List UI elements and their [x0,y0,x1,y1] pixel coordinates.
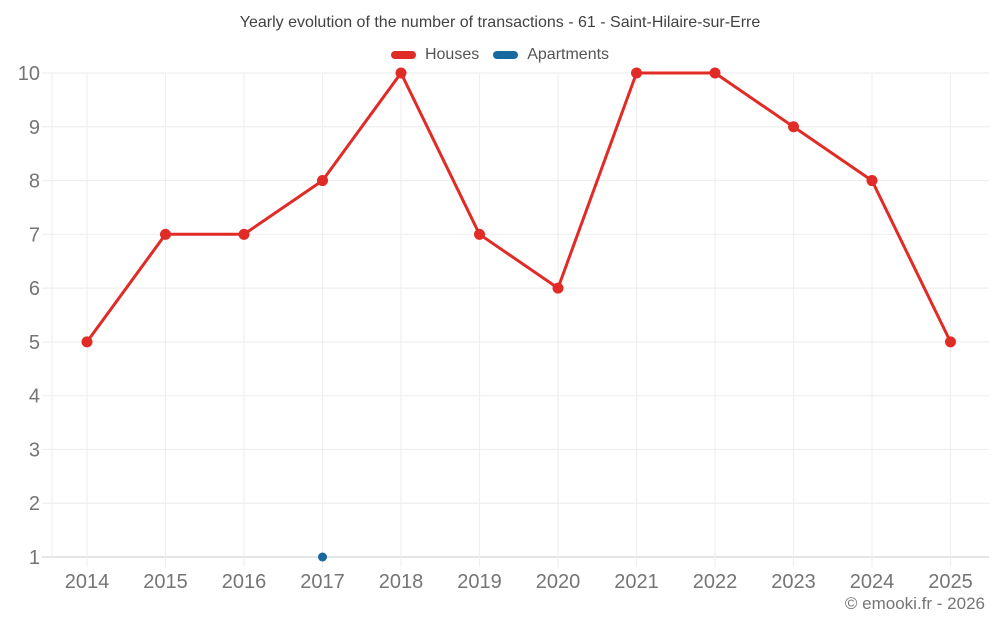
houses-point-2021[interactable] [631,67,642,79]
x-tick-label: 2020 [536,571,581,593]
legend-item-houses[interactable]: Houses [390,46,480,64]
y-tick-label: 10 [18,63,40,85]
copyright: © emooki.fr - 2026 [844,594,985,613]
y-tick-label: 7 [29,224,40,246]
y-tick-label: 2 [29,493,40,515]
x-tick-label: 2025 [928,571,973,593]
houses-point-2019[interactable] [474,228,485,240]
houses-point-2020[interactable] [552,282,564,294]
apartments-point-2017[interactable] [318,552,327,562]
y-tick-label: 5 [29,332,40,354]
x-tick-label: 2019 [457,571,502,593]
houses-point-2022[interactable] [709,67,721,79]
x-tick-label: 2016 [222,571,267,593]
y-tick-label: 1 [29,547,40,569]
y-tick-label: 3 [29,439,40,461]
x-tick-label: 2018 [379,571,424,593]
apartments-swatch-icon [493,51,519,59]
x-tick-label: 2017 [300,571,345,593]
x-tick-label: 2023 [771,571,816,593]
houses-point-2024[interactable] [866,175,878,187]
y-tick-label: 8 [29,171,40,193]
y-tick-label: 9 [29,117,40,139]
houses-point-2016[interactable] [238,228,250,240]
houses-swatch-icon [390,51,416,59]
houses-point-2017[interactable] [317,175,328,187]
x-tick-label: 2021 [614,571,659,593]
y-tick-label: 4 [29,386,40,408]
legend: Houses Apartments [0,46,1000,64]
houses-line [85,71,952,344]
legend-label-houses: Houses [424,46,480,63]
x-tick-label: 2022 [693,571,738,593]
x-tick-label: 2014 [65,571,110,593]
houses-point-2018[interactable] [395,67,407,79]
x-tick-label: 2015 [143,571,188,593]
legend-label-apartments: Apartments [527,46,610,63]
x-tick-label: 2024 [850,571,895,593]
houses-point-2015[interactable] [160,228,171,240]
houses-point-2023[interactable] [788,121,799,133]
y-tick-label: 6 [29,278,40,300]
houses-point-2014[interactable] [81,336,93,348]
chart-title: Yearly evolution of the number of transa… [239,14,761,31]
legend-item-apartments[interactable]: Apartments [493,46,609,64]
houses-point-2025[interactable] [945,336,956,348]
